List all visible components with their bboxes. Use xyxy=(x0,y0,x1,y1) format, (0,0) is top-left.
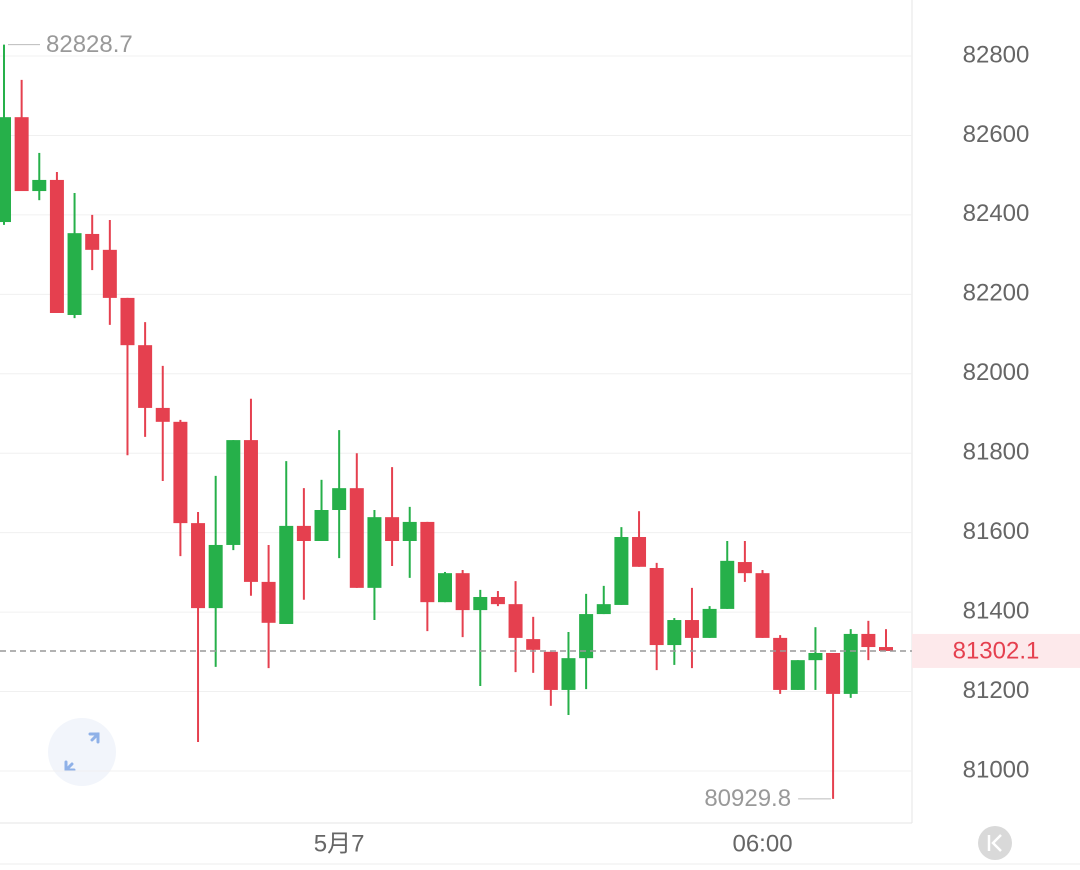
candle-body xyxy=(773,637,788,690)
y-tick-label: 81400 xyxy=(963,597,1030,624)
candle-body xyxy=(208,544,223,609)
candle-body xyxy=(32,179,47,192)
scroll-latest-button[interactable] xyxy=(978,826,1012,860)
candle-body xyxy=(737,562,752,574)
candle-body xyxy=(879,647,893,651)
candle-body xyxy=(455,573,470,611)
candle-body xyxy=(790,660,805,690)
candle-body xyxy=(367,517,382,588)
candle-body xyxy=(808,652,823,661)
expand-button[interactable] xyxy=(48,718,116,786)
x-tick-label: 06:00 xyxy=(732,830,792,857)
candle-body xyxy=(385,517,400,541)
max-label: 82828.7 xyxy=(46,31,133,58)
candle-body xyxy=(649,567,664,646)
candle-body xyxy=(632,537,647,567)
y-tick-label: 82600 xyxy=(963,121,1030,148)
candle-body xyxy=(67,233,82,315)
candle-body xyxy=(102,249,117,298)
candle-body xyxy=(561,658,576,690)
candle-body xyxy=(490,596,505,605)
last-price-box xyxy=(912,633,1080,668)
candle-body xyxy=(349,488,364,588)
candle-body xyxy=(279,525,294,625)
candle-body xyxy=(191,523,206,609)
candle-body xyxy=(438,573,452,603)
candle-body xyxy=(402,521,417,541)
candle-body xyxy=(596,604,611,615)
expand-bg xyxy=(48,718,116,786)
candle-body xyxy=(667,620,682,646)
min-label: 80929.8 xyxy=(704,785,791,812)
candle-body xyxy=(720,560,735,609)
candle-body xyxy=(508,604,523,638)
last-price-label: 81302.1 xyxy=(953,637,1040,664)
y-tick-label: 82400 xyxy=(963,200,1030,227)
y-tick-label: 81800 xyxy=(963,439,1030,466)
candle-body xyxy=(755,573,770,638)
candle-body xyxy=(173,421,188,524)
candle-body xyxy=(702,608,717,638)
candle-body xyxy=(261,581,276,623)
x-tick-label: 5月7 xyxy=(314,830,365,857)
candle-body xyxy=(226,440,241,545)
candle-body xyxy=(579,614,594,659)
candle-body xyxy=(85,233,100,250)
y-tick-label: 81200 xyxy=(963,677,1030,704)
candle-body xyxy=(49,179,64,313)
y-tick-label: 81600 xyxy=(963,518,1030,545)
scroll-bg xyxy=(978,826,1012,860)
y-tick-label: 82000 xyxy=(963,359,1030,386)
candle-body xyxy=(332,488,347,511)
candle-body xyxy=(684,620,699,638)
candle-body xyxy=(296,525,311,541)
candle-body xyxy=(120,297,135,346)
candle-body xyxy=(243,440,258,582)
y-tick-label: 81000 xyxy=(963,756,1030,783)
candle-body xyxy=(473,596,488,611)
scroll-icon xyxy=(987,834,1002,852)
candle-body xyxy=(155,407,170,422)
candle-body xyxy=(138,345,153,408)
candle-body xyxy=(614,537,629,605)
candle-body xyxy=(843,633,858,694)
candle-body xyxy=(420,521,435,603)
candle-body xyxy=(861,633,876,648)
candle-body xyxy=(0,117,11,223)
candle-body xyxy=(314,510,329,541)
candle-body xyxy=(826,652,841,694)
candle-body xyxy=(526,639,541,650)
candle-body xyxy=(543,651,558,690)
y-tick-label: 82200 xyxy=(963,280,1030,307)
candle-body xyxy=(14,117,29,192)
expand-icon xyxy=(64,732,100,772)
y-tick-label: 82800 xyxy=(963,41,1030,68)
